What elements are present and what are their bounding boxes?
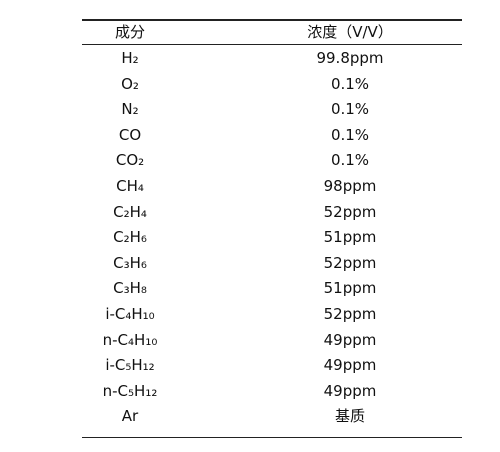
component-cell: N₂ bbox=[121, 100, 139, 119]
top-rule bbox=[82, 19, 462, 21]
component-cell: Ar bbox=[121, 407, 139, 426]
bottom-rule bbox=[82, 437, 462, 438]
header-rule bbox=[82, 44, 462, 45]
component-cell: CO₂ bbox=[115, 151, 145, 170]
component-cell: i-C₄H₁₀ bbox=[105, 305, 155, 323]
concentration-cell: 52ppm bbox=[323, 253, 377, 272]
component-cell: CH₄ bbox=[116, 177, 144, 195]
concentration-cell: 0.1% bbox=[330, 151, 370, 170]
concentration-cell: 51ppm bbox=[323, 228, 377, 247]
header-cell: 浓度（V/V） bbox=[307, 23, 393, 41]
component-cell: C₂H₆ bbox=[113, 228, 147, 247]
concentration-cell: 0.1% bbox=[330, 74, 370, 93]
component-cell: n-C₄H₁₀ bbox=[102, 330, 158, 349]
component-cell: n-C₅H₁₂ bbox=[102, 381, 158, 400]
component-cell: O₂ bbox=[121, 74, 139, 93]
concentration-cell: 49ppm bbox=[323, 356, 377, 375]
concentration-cell: 98ppm bbox=[323, 177, 377, 195]
concentration-cell: 49ppm bbox=[323, 381, 377, 400]
component-cell: C₃H₆ bbox=[113, 253, 147, 272]
concentration-cell: 0.1% bbox=[330, 125, 370, 144]
concentration-cell: 基质 bbox=[334, 407, 365, 426]
component-cell: H₂ bbox=[121, 49, 139, 67]
concentration-cell: 0.1% bbox=[330, 100, 370, 119]
concentration-cell: 49ppm bbox=[323, 330, 377, 349]
component-cell: C₃H₈ bbox=[113, 279, 147, 298]
concentration-cell: 51ppm bbox=[323, 279, 377, 298]
component-cell: C₂H₄ bbox=[113, 202, 147, 221]
concentration-cell: 52ppm bbox=[323, 202, 377, 221]
header-cell: 成分 bbox=[114, 23, 145, 41]
component-cell: CO bbox=[118, 125, 142, 144]
concentration-cell: 99.8ppm bbox=[316, 49, 384, 67]
concentration-cell: 52ppm bbox=[323, 305, 377, 323]
component-cell: i-C₅H₁₂ bbox=[105, 356, 155, 375]
